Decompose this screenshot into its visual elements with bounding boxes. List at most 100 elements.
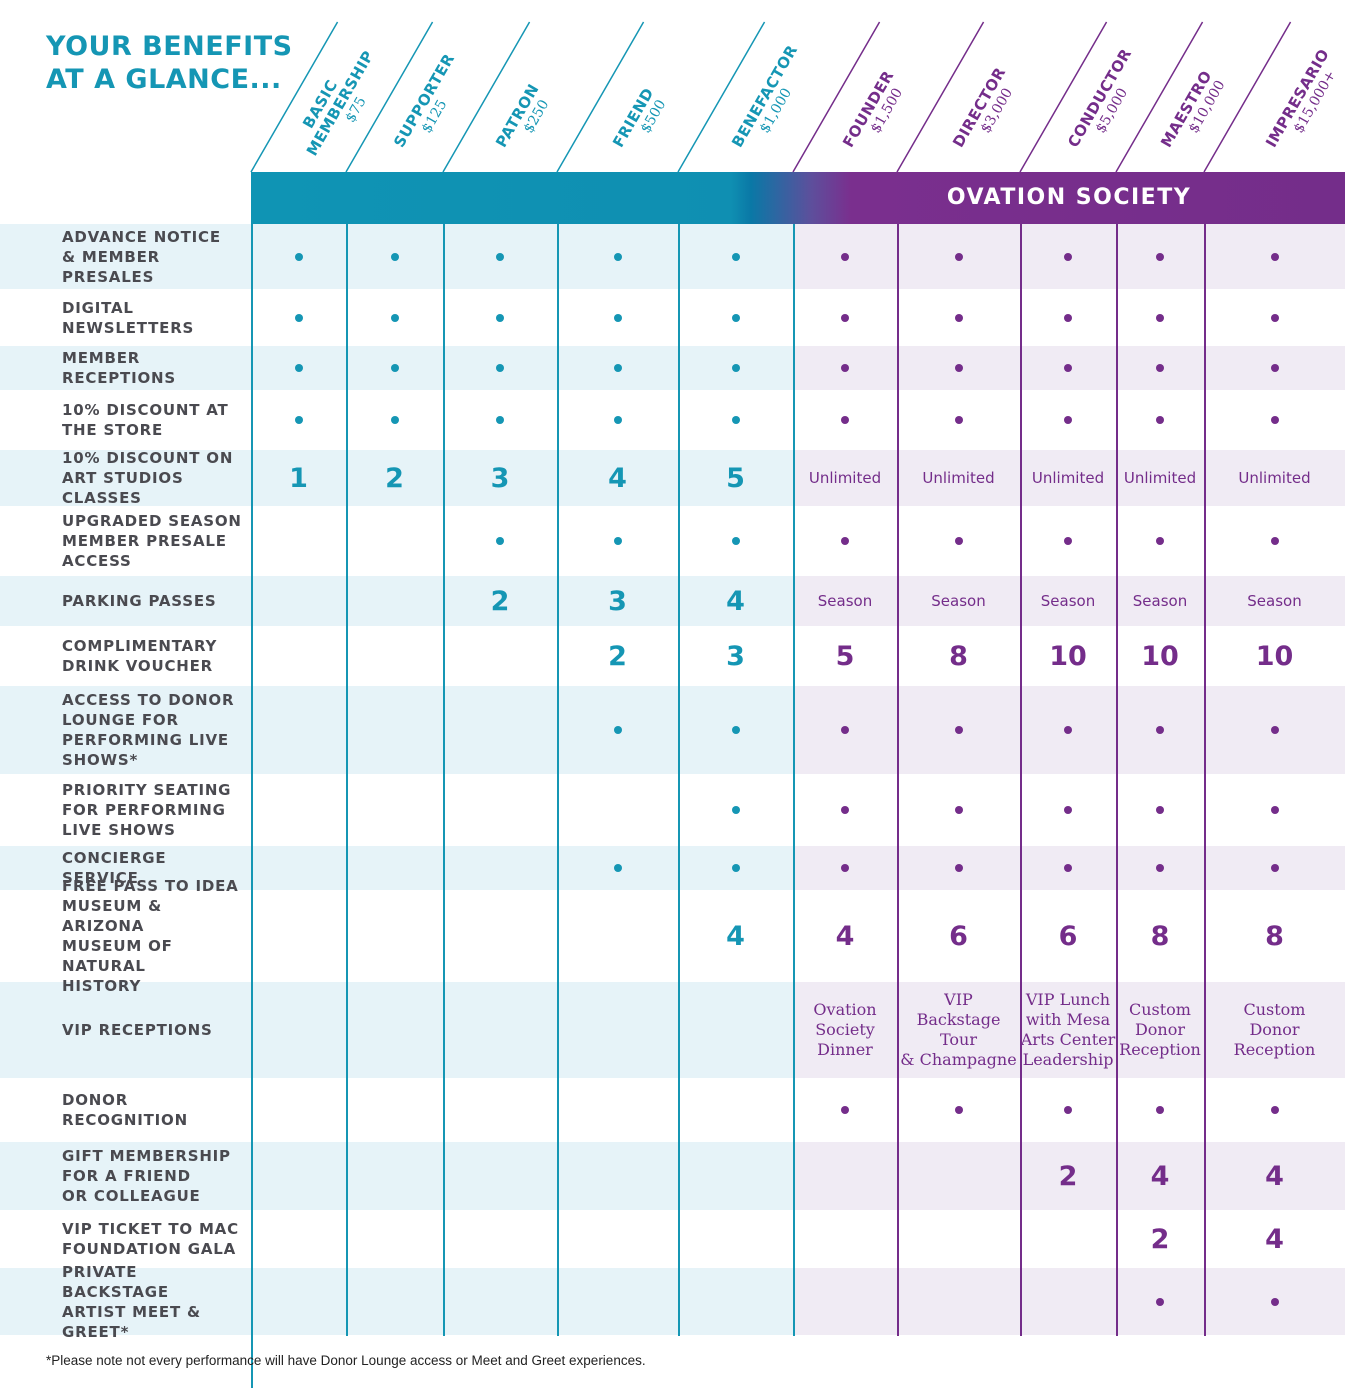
included-dot — [613, 864, 622, 872]
benefit-count: 6 — [1058, 920, 1078, 952]
benefit-cell: 4 — [678, 576, 793, 626]
benefit-cell: Unlimited — [1204, 450, 1345, 506]
included-dot — [390, 313, 399, 322]
benefit-label: VIP RECEPTIONS — [62, 982, 248, 1078]
tier-header-slash — [556, 21, 645, 173]
benefit-count: 3 — [726, 640, 745, 672]
included-dot — [841, 313, 849, 322]
included-dot — [613, 726, 622, 734]
benefit-cell — [793, 774, 897, 846]
benefit-cell — [1116, 390, 1204, 450]
column-divider — [1116, 172, 1118, 1336]
tier-header-slash — [345, 21, 434, 173]
benefit-count: 2 — [1058, 1160, 1078, 1192]
benefit-cell: 5 — [678, 450, 793, 506]
included-dot — [1270, 252, 1279, 261]
benefit-cell — [793, 1078, 897, 1142]
benefit-count: 1 — [289, 462, 308, 494]
benefit-cell — [897, 846, 1020, 890]
included-dot — [731, 864, 740, 872]
benefit-cell: 3 — [443, 450, 557, 506]
benefit-text: Unlimited — [1238, 469, 1311, 487]
benefit-cell — [793, 390, 897, 450]
column-divider — [897, 172, 899, 1336]
benefit-label-text: ACCESS TO DONOR LOUNGE FOR PERFORMING LIVE… — [62, 691, 235, 769]
benefit-count: 4 — [835, 920, 855, 952]
benefit-cell: 8 — [897, 626, 1020, 686]
benefit-cell: 6 — [897, 890, 1020, 982]
benefit-label-text: ADVANCE NOTICE & MEMBER PRESALES — [62, 227, 221, 286]
tier-header-diagonal — [1115, 21, 1204, 173]
benefit-cell: Season — [793, 576, 897, 626]
benefit-cell: Unlimited — [793, 450, 897, 506]
benefit-cell — [251, 224, 346, 289]
benefit-cell — [1204, 846, 1345, 890]
benefit-cell: 2 — [346, 450, 443, 506]
benefit-label-text: DONOR RECOGNITION — [62, 1091, 188, 1129]
included-dot — [1156, 252, 1164, 261]
tier-header-slash — [1203, 21, 1292, 173]
included-dot — [390, 416, 399, 424]
benefit-cell — [251, 346, 346, 390]
benefit-cell — [1116, 289, 1204, 346]
benefit-cell — [251, 390, 346, 450]
benefit-label-text: FREE PASS TO IDEA MUSEUM & ARIZONA MUSEUM … — [62, 877, 239, 995]
benefit-label-text: 10% DISCOUNT AT THE STORE — [62, 401, 229, 439]
benefit-cell: VIP Backstage Tour & Champagne — [897, 982, 1020, 1078]
benefit-cell — [1116, 346, 1204, 390]
benefit-label-text: GIFT MEMBERSHIP FOR A FRIEND OR COLLEAGUE — [62, 1147, 231, 1205]
benefit-count: 10 — [1255, 640, 1294, 672]
benefit-cell — [678, 224, 793, 289]
included-dot — [1064, 864, 1072, 872]
benefit-detail: Custom Donor Reception — [1119, 1000, 1201, 1059]
included-dot — [1156, 1106, 1164, 1114]
benefit-count: 2 — [385, 462, 404, 494]
benefit-cell: 4 — [678, 890, 793, 982]
benefit-detail: Ovation Society Dinner — [813, 1000, 877, 1059]
included-dot — [1270, 1297, 1279, 1306]
benefit-label-text: PARKING PASSES — [62, 592, 217, 610]
included-dot — [496, 313, 504, 322]
benefit-cell — [897, 1078, 1020, 1142]
included-dot — [496, 416, 504, 424]
benefit-label-text: VIP RECEPTIONS — [62, 1021, 213, 1039]
benefit-count: 4 — [726, 920, 745, 952]
benefit-detail: VIP Backstage Tour & Champagne — [900, 990, 1017, 1069]
benefit-cell — [557, 686, 678, 774]
benefit-label: UPGRADED SEASON MEMBER PRESALE ACCESS — [62, 506, 248, 576]
row-background — [0, 982, 1345, 1078]
benefit-count: 4 — [726, 585, 745, 617]
included-dot — [731, 252, 740, 261]
benefit-cell: 4 — [793, 890, 897, 982]
row-shade-member — [0, 982, 793, 1078]
included-dot — [1156, 1297, 1164, 1306]
benefit-cell — [678, 774, 793, 846]
benefit-cell — [1020, 686, 1116, 774]
column-divider — [793, 172, 795, 1336]
benefit-count: 5 — [726, 462, 745, 494]
benefit-cell: 3 — [557, 576, 678, 626]
benefit-cell — [1116, 1268, 1204, 1335]
benefit-cell — [678, 390, 793, 450]
benefit-cell: Season — [1020, 576, 1116, 626]
benefit-cell — [443, 506, 557, 576]
benefit-cell — [678, 846, 793, 890]
benefit-cell: Custom Donor Reception — [1204, 982, 1345, 1078]
benefit-cell — [1116, 1078, 1204, 1142]
benefit-cell — [1020, 506, 1116, 576]
benefit-label-text: CONCIERGE SERVICE — [62, 849, 167, 887]
benefit-count: 2 — [1150, 1223, 1170, 1255]
tier-header-diagonal — [556, 21, 645, 173]
row-shade-member — [0, 686, 793, 774]
included-dot — [496, 252, 504, 261]
ovation-society-banner: OVATION SOCIETY — [946, 185, 1192, 210]
column-divider — [1204, 172, 1206, 1336]
benefit-cell — [557, 224, 678, 289]
benefit-cell — [443, 224, 557, 289]
benefit-cell — [897, 506, 1020, 576]
column-divider — [557, 172, 559, 1336]
benefit-cell: 10 — [1020, 626, 1116, 686]
benefit-label: 10% DISCOUNT AT THE STORE — [62, 390, 248, 450]
benefit-cell — [1020, 846, 1116, 890]
benefit-cell — [1020, 289, 1116, 346]
